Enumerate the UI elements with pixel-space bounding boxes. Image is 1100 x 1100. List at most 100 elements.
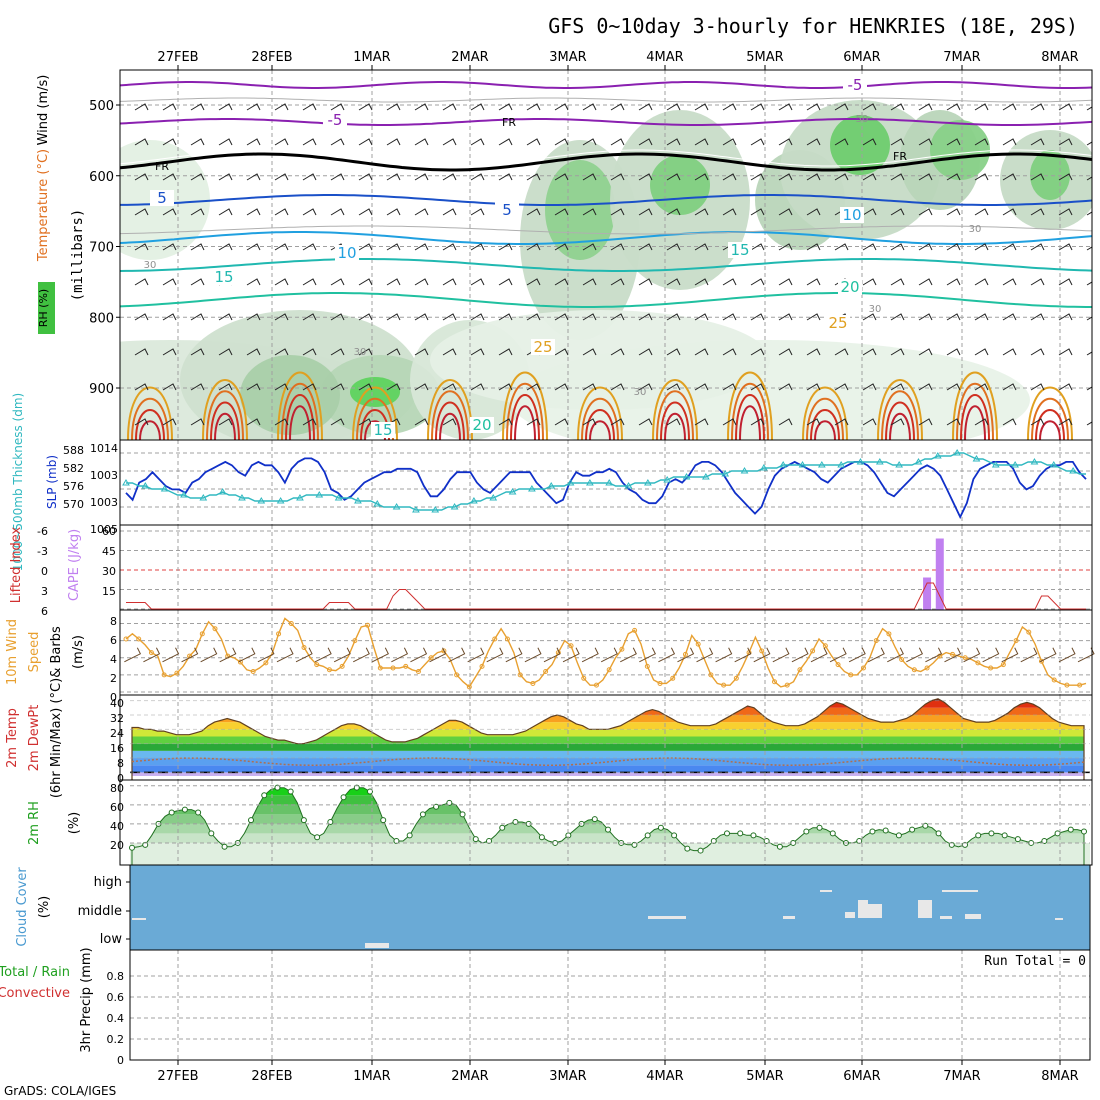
thickness-point [296, 494, 304, 501]
cloud-axis-label: (%) [37, 896, 52, 919]
wind-barb [772, 647, 790, 663]
wind-barb [750, 138, 765, 146]
warm-contour [802, 386, 848, 440]
warm-contour [502, 371, 548, 440]
rh-shade-blob [350, 377, 400, 407]
rh-point [300, 817, 307, 824]
date-label-bottom: 7MAR [943, 1069, 980, 1084]
wind-barb [946, 383, 961, 391]
thickness-axis-label: 1000~500mb Thickness (dm) [11, 393, 25, 571]
wind-barb [554, 103, 569, 111]
wind-barb [638, 138, 653, 146]
warm-contour [1035, 409, 1065, 440]
date-label-bottom: 5MAR [746, 1069, 783, 1084]
wind-speed-point [403, 663, 409, 669]
wind-barb [386, 348, 401, 356]
wind-barb [806, 278, 821, 286]
dewpoint-line [131, 757, 1085, 766]
wind-barb [974, 278, 989, 286]
thickness-point [624, 482, 633, 489]
wind-barb [330, 208, 345, 216]
warm-contour [885, 401, 915, 440]
thickness-point [257, 497, 266, 504]
wind-barb [442, 348, 457, 356]
wind-barb [302, 208, 317, 216]
wind-barb [134, 138, 149, 146]
wind-barb [582, 313, 597, 321]
profile-rh-label: RH (%) [37, 289, 50, 327]
wind-barb [1086, 106, 1092, 111]
wind-barb [890, 383, 905, 391]
date-label-bottom: 8MAR [1041, 1069, 1078, 1084]
cloud-background [130, 865, 1090, 950]
wind-barb [276, 647, 294, 663]
wind-barb [918, 348, 933, 356]
wind-speed-point [962, 655, 968, 661]
wind-speed-point [708, 672, 714, 678]
wind-barb [526, 313, 541, 321]
wind-barb [414, 383, 429, 391]
rh-legend-swatch [38, 282, 55, 334]
warm-contour [652, 379, 698, 440]
rh-contour-label: 30 [969, 224, 982, 235]
warm-contour [281, 382, 319, 440]
wind-speed-point [123, 636, 129, 642]
wind-barb [750, 103, 765, 111]
wind-barb [524, 647, 542, 663]
wind-barb [806, 243, 821, 251]
temperature-contour-label: 25 [533, 338, 552, 356]
wind-speed-point [250, 668, 256, 674]
warm-contour [202, 379, 248, 440]
wind-barb [1058, 418, 1073, 426]
wind-barb [238, 647, 256, 663]
wind-barb [890, 138, 905, 146]
rh-point [671, 832, 678, 839]
wind-barb [181, 647, 199, 663]
wind-barb [834, 418, 849, 426]
wind-speed-point [568, 643, 574, 649]
thickness-line [126, 452, 1086, 511]
wind-barb [666, 138, 681, 146]
wind-barb [918, 173, 933, 181]
thickness-point [740, 467, 749, 474]
wind-barb [246, 418, 261, 426]
wind-barb [1058, 208, 1073, 216]
wind-barb [918, 243, 933, 251]
wind-barb [358, 278, 373, 286]
wind-speed-point [504, 636, 510, 642]
temp-band [132, 772, 1084, 776]
wind-barb [302, 313, 317, 321]
wind-barb [302, 278, 317, 286]
wind-barb [778, 138, 793, 146]
wind-barb [982, 647, 1000, 663]
warm-contour [960, 394, 990, 440]
wind-barb [246, 173, 261, 181]
wind-barb [918, 208, 933, 216]
wind-speed-point [924, 665, 930, 671]
wind-barb [753, 647, 771, 663]
wind-barb [190, 418, 205, 426]
wind-barb [750, 313, 765, 321]
wind-speed-point [339, 663, 345, 669]
wind-barb [1020, 647, 1038, 663]
wind-barb [330, 418, 345, 426]
wind-barb [582, 278, 597, 286]
warm-contour [660, 401, 690, 440]
wind-speed-point [822, 643, 828, 649]
rh-point [287, 788, 294, 795]
temp-tick-label: 16 [110, 742, 124, 755]
warm-contour [581, 397, 619, 440]
wind-speed-point [810, 648, 816, 654]
wind-barb [246, 348, 261, 356]
wind-barb [867, 647, 885, 663]
wind-barb [862, 173, 877, 181]
wind-barb [1030, 313, 1045, 321]
warm-contour [727, 371, 773, 440]
wind-barb [974, 173, 989, 181]
cloud-bar [1055, 918, 1063, 920]
wind-barb [778, 418, 793, 426]
temp-band [132, 758, 1084, 766]
thickness-tick-label: 582 [63, 462, 84, 475]
wind-speed-point [543, 668, 549, 674]
lifted-index-line [126, 582, 1086, 610]
